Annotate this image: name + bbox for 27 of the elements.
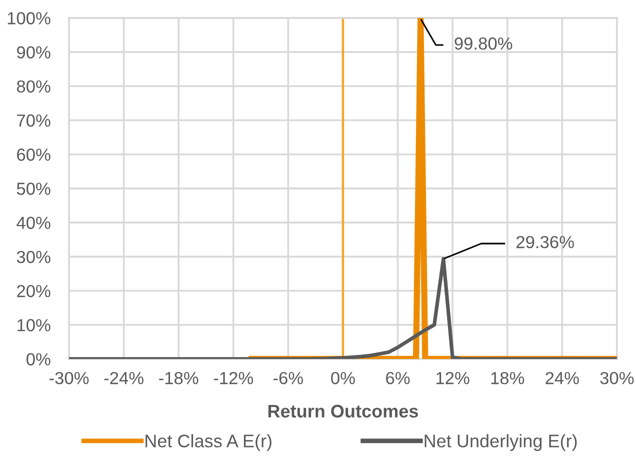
x-tick-label: -12%: [214, 372, 254, 384]
y-tick-label: 0%: [26, 353, 50, 366]
x-tick-label: 30%: [600, 372, 634, 384]
x-tick-label: 24%: [546, 372, 579, 384]
y-tick-label: 100%: [8, 12, 50, 24]
annotation: 99.80%: [454, 37, 512, 50]
y-tick-label: 80%: [16, 80, 50, 93]
x-axis-title: Return Outcomes: [268, 404, 418, 418]
y-tick-label: 30%: [16, 250, 50, 264]
annotation: 29.36%: [516, 236, 574, 248]
y-tick-label: 60%: [17, 148, 50, 161]
x-tick-label: -24%: [104, 372, 144, 384]
x-tick-label: 18%: [491, 372, 524, 384]
legend-label: Net Class A E(r): [146, 434, 272, 451]
x-tick-label: -30%: [50, 372, 89, 384]
x-tick-label: 6%: [386, 372, 410, 384]
x-tick-label: 12%: [436, 372, 470, 384]
y-tick-label: 10%: [18, 319, 50, 332]
y-tick-label: 20%: [17, 284, 50, 298]
y-tick-label: 40%: [16, 216, 50, 230]
legend-label: Net Underlying E(r): [424, 434, 577, 451]
x-tick-label: -6%: [274, 372, 303, 384]
y-tick-label: 70%: [17, 114, 50, 127]
x-tick-label: 0%: [331, 372, 355, 384]
y-tick-label: 90%: [17, 46, 50, 59]
x-tick-label: -18%: [159, 372, 198, 384]
y-tick-label: 50%: [16, 182, 50, 195]
